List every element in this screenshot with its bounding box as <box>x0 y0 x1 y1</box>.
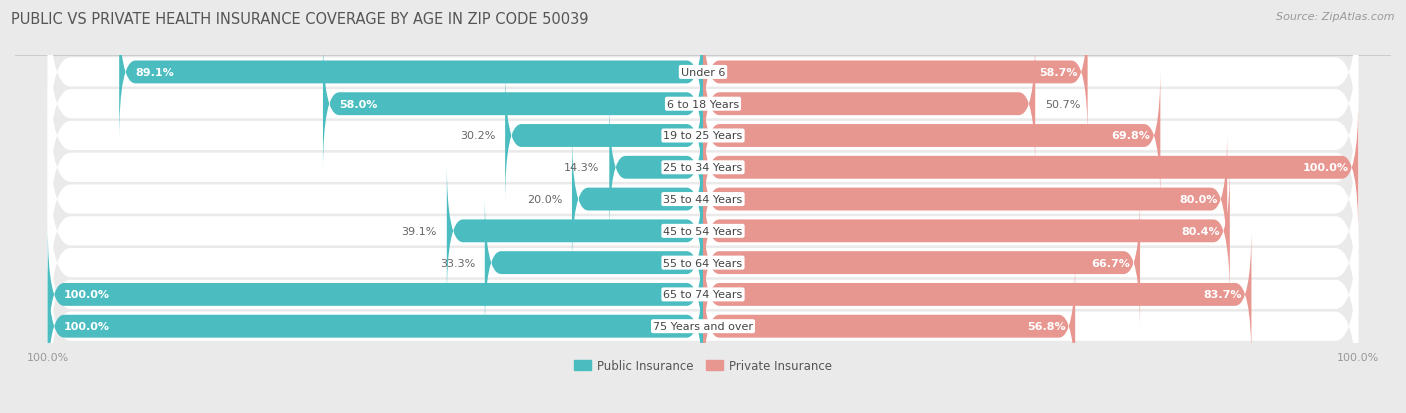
Text: PUBLIC VS PRIVATE HEALTH INSURANCE COVERAGE BY AGE IN ZIP CODE 50039: PUBLIC VS PRIVATE HEALTH INSURANCE COVER… <box>11 12 589 27</box>
FancyBboxPatch shape <box>703 68 1160 204</box>
FancyBboxPatch shape <box>48 198 1358 391</box>
Text: Under 6: Under 6 <box>681 68 725 78</box>
Text: 25 to 34 Years: 25 to 34 Years <box>664 163 742 173</box>
FancyBboxPatch shape <box>703 195 1140 331</box>
FancyBboxPatch shape <box>505 68 703 204</box>
FancyBboxPatch shape <box>48 71 1358 264</box>
Text: 35 to 44 Years: 35 to 44 Years <box>664 195 742 204</box>
Text: 100.0%: 100.0% <box>65 321 110 331</box>
FancyBboxPatch shape <box>703 227 1251 363</box>
Text: 58.0%: 58.0% <box>339 100 378 109</box>
FancyBboxPatch shape <box>609 100 703 236</box>
FancyBboxPatch shape <box>703 164 1230 299</box>
FancyBboxPatch shape <box>48 230 1358 413</box>
FancyBboxPatch shape <box>703 37 1035 172</box>
FancyBboxPatch shape <box>48 166 1358 359</box>
FancyBboxPatch shape <box>703 132 1227 268</box>
Text: 65 to 74 Years: 65 to 74 Years <box>664 290 742 300</box>
Legend: Public Insurance, Private Insurance: Public Insurance, Private Insurance <box>569 355 837 377</box>
FancyBboxPatch shape <box>48 8 1358 201</box>
Text: 14.3%: 14.3% <box>564 163 599 173</box>
FancyBboxPatch shape <box>572 132 703 268</box>
Text: 66.7%: 66.7% <box>1091 258 1130 268</box>
Text: 20.0%: 20.0% <box>527 195 562 204</box>
Text: 100.0%: 100.0% <box>1302 163 1348 173</box>
Text: 55 to 64 Years: 55 to 64 Years <box>664 258 742 268</box>
Text: 39.1%: 39.1% <box>402 226 437 236</box>
FancyBboxPatch shape <box>48 259 703 394</box>
Text: 33.3%: 33.3% <box>440 258 475 268</box>
FancyBboxPatch shape <box>323 37 703 172</box>
FancyBboxPatch shape <box>48 40 1358 233</box>
Text: 83.7%: 83.7% <box>1204 290 1241 300</box>
FancyBboxPatch shape <box>703 259 1076 394</box>
FancyBboxPatch shape <box>703 100 1358 236</box>
Text: 6 to 18 Years: 6 to 18 Years <box>666 100 740 109</box>
Text: 80.0%: 80.0% <box>1180 195 1218 204</box>
Text: Source: ZipAtlas.com: Source: ZipAtlas.com <box>1277 12 1395 22</box>
Text: 58.7%: 58.7% <box>1039 68 1078 78</box>
Text: 80.4%: 80.4% <box>1181 226 1220 236</box>
FancyBboxPatch shape <box>485 195 703 331</box>
Text: 19 to 25 Years: 19 to 25 Years <box>664 131 742 141</box>
Text: 30.2%: 30.2% <box>460 131 495 141</box>
FancyBboxPatch shape <box>447 164 703 299</box>
FancyBboxPatch shape <box>48 103 1358 296</box>
Text: 45 to 54 Years: 45 to 54 Years <box>664 226 742 236</box>
FancyBboxPatch shape <box>48 135 1358 328</box>
Text: 89.1%: 89.1% <box>135 68 174 78</box>
FancyBboxPatch shape <box>48 227 703 363</box>
FancyBboxPatch shape <box>120 5 703 140</box>
FancyBboxPatch shape <box>48 0 1358 169</box>
Text: 69.8%: 69.8% <box>1112 131 1150 141</box>
Text: 56.8%: 56.8% <box>1026 321 1066 331</box>
Text: 75 Years and over: 75 Years and over <box>652 321 754 331</box>
Text: 100.0%: 100.0% <box>65 290 110 300</box>
Text: 50.7%: 50.7% <box>1045 100 1080 109</box>
FancyBboxPatch shape <box>703 5 1088 140</box>
